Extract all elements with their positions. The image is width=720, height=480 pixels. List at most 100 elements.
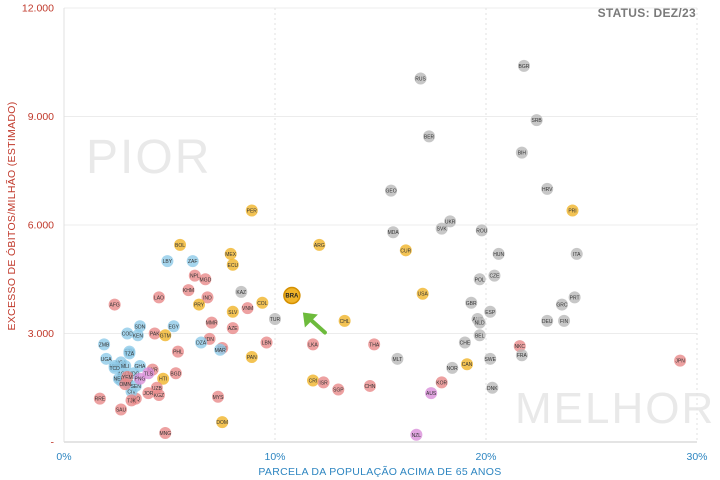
point-ita [570,247,583,260]
point-kaz [235,285,248,298]
point-label-aus: AUS [426,391,437,397]
point-mlt [391,352,404,365]
point-label-yem: YEM [122,375,133,381]
point-label-slv: SLV [228,310,238,316]
point-label-ita: ITA [573,252,581,258]
point-label-lby: LBY [163,259,173,265]
point-dom [216,416,229,429]
point-tjk [125,394,138,407]
bg-label-better: MELHOR [515,384,716,433]
point-cze [488,269,501,282]
point-phl [171,345,184,358]
point-label-che: CHE [460,341,471,347]
point-ind [201,291,214,304]
y-axis-title: EXCESSO DE ÓBITOS/MILHÃO (ESTIMADO) [6,101,18,331]
point-label-mar: MAR [215,348,227,354]
point-label-tha: THA [369,342,380,348]
point-mgd [199,273,212,286]
point-label-uga: UGA [101,357,113,363]
point-label-kgz: KGZ [154,393,164,399]
point-label-mdg: MDG [128,371,140,377]
point-tza [123,347,136,360]
point-label-tza: TZA [125,351,135,357]
point-label-rou: ROU [476,228,488,234]
point-mex [224,247,237,260]
point-bra [283,286,301,305]
point-label-cze: CZE [489,274,500,280]
point-label-arg: ARG [314,243,325,249]
point-uga [100,352,113,365]
point-label-swe: SWE [485,357,497,363]
point-prt [568,291,581,304]
point-label-per: PER [247,209,258,215]
point-lao [152,291,165,304]
point-label-dza: DZA [196,341,207,347]
point-label-ecu: ECU [228,263,239,269]
point-dza [195,336,208,349]
point-label-mlt: MLT [393,357,403,363]
point-cri [306,374,319,387]
point-label-pry: PRY [194,303,205,309]
point-arg [313,238,326,251]
point-pri [566,204,579,217]
point-bol [174,238,187,251]
point-label-hrv: HRV [542,187,553,193]
point-label-sgp: SGP [333,388,344,394]
point-slv [226,305,239,318]
status-label: STATUS: DEZ/23 [597,6,696,20]
point-label-srb: SRB [531,118,542,124]
point-ecu [226,258,239,271]
point-mmr [205,316,218,329]
point-label-nor: NOR [447,366,459,372]
point-label-nzl: NZL [412,433,422,439]
point-label-bel: BEL [475,333,485,339]
point-label-bih: BIH [518,151,527,157]
point-per [245,204,258,217]
point-label-hun: HUN [493,252,504,258]
point-cod [121,327,134,340]
point-label-bgd: BGD [170,371,181,377]
point-label-ukr: UKR [445,219,456,225]
point-hti [157,372,170,385]
point-label-chl: CHL [340,319,350,325]
point-zmb [98,338,111,351]
point-label-uzb: UZB [152,386,163,392]
point-pol [473,273,486,286]
point-label-geo: GEO [385,189,396,195]
point-label-bgr: BGR [519,64,530,70]
point-jpn [674,354,687,367]
point-deu [541,314,554,327]
point-afg [108,298,121,311]
point-label-pan: PAN [247,355,257,361]
point-label-nld: NLD [475,321,485,327]
point-kor [435,376,448,389]
point-label-svk: SVK [437,227,448,233]
point-sgp [332,383,345,396]
point-label-npl: NPL [190,274,200,280]
point-gtm [159,329,172,342]
point-zaf [186,255,199,268]
point-omn [119,378,132,391]
point-label-rus: RUS [415,77,426,83]
point-ber [423,130,436,143]
y-tick-label: 12.000 [22,3,54,15]
point-label-pri: PRI [568,209,576,215]
y-tick-label: 9.000 [28,111,54,123]
point-label-omn: OMN [119,382,131,388]
point-label-tur: TUR [270,317,281,323]
point-label-deu: DEU [542,319,553,325]
point-label-chn: CHN [365,384,376,390]
bg-label-worse: PIOR [86,131,212,184]
point-label-can: CAN [462,362,473,368]
point-label-mng: MNG [159,431,171,437]
point-nor [446,361,459,374]
point-label-kor: KOR [436,380,447,386]
point-rou [475,224,488,237]
x-tick-label: 0% [56,451,71,463]
point-label-fin: FIN [560,319,568,325]
point-bgd [169,367,182,380]
point-ken [131,329,144,342]
y-tick-label: 3.000 [28,328,54,340]
point-label-mmr: MMR [206,321,218,327]
